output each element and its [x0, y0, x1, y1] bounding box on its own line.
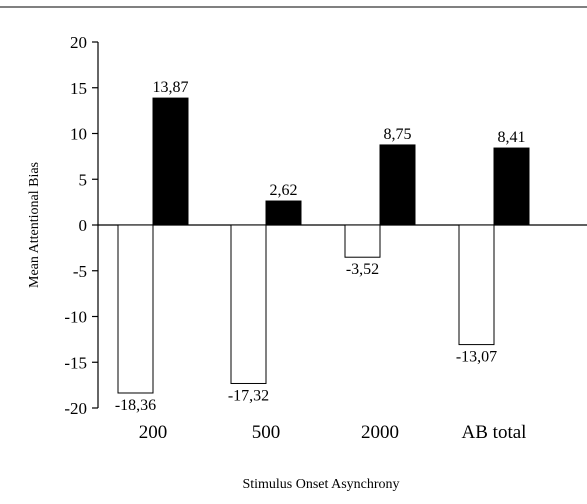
data-label-positive: 13,87: [153, 79, 189, 96]
category-label: 500: [252, 422, 281, 443]
y-tick-label: -15: [64, 353, 87, 372]
data-label-positive: 8,41: [498, 129, 526, 146]
y-tick-label: -20: [64, 399, 87, 418]
bar-negative: [230, 224, 267, 384]
y-tick-label: 0: [79, 216, 88, 235]
bar-positive: [265, 200, 302, 226]
data-label-negative: -3,52: [346, 261, 379, 278]
data-label-negative: -17,32: [228, 387, 269, 404]
plot-area: 20 15 10 5 0 -5 -10 -15 -20 -18,36 13,87 200 -17,32 2…: [64, 33, 587, 443]
y-tick-label: -5: [73, 262, 87, 281]
data-label-negative: -18,36: [115, 397, 156, 414]
data-label-negative: -13,07: [456, 349, 497, 366]
category-label: 200: [139, 422, 168, 443]
category-label: 2000: [361, 422, 399, 443]
data-label-positive: 2,62: [270, 182, 298, 199]
y-axis-title: Mean Attentional Bias: [27, 162, 42, 288]
y-tick-label: 20: [70, 33, 87, 52]
bar-positive: [152, 97, 189, 226]
bar-negative: [117, 224, 154, 394]
bar-negative: [458, 224, 495, 346]
bar-positive: [379, 144, 416, 226]
category-label: AB total: [462, 422, 527, 443]
y-tick-label: -10: [64, 308, 87, 327]
x-axis-title: Stimulus Onset Asynchrony: [242, 477, 399, 492]
y-tick-label: 15: [70, 79, 87, 98]
y-tick-label: 10: [70, 125, 87, 144]
bar-positive: [493, 147, 530, 226]
data-label-positive: 8,75: [384, 126, 412, 143]
bar-negative: [344, 224, 381, 258]
y-tick-label: 5: [79, 170, 88, 189]
